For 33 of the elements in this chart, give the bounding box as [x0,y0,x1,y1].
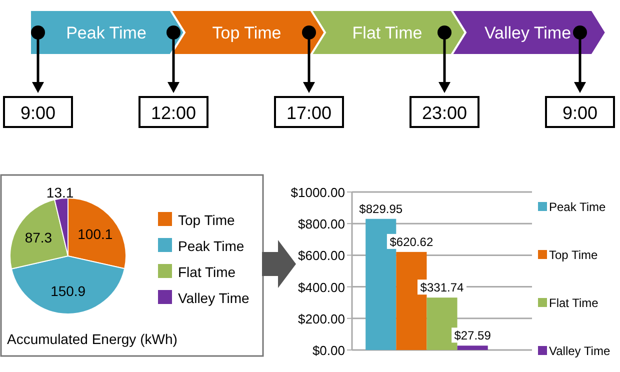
legend-label: Top Time [178,212,236,228]
data-label: 87.3 [24,230,52,246]
text: 9:00 [20,103,56,123]
legend-label: Top Time [549,248,598,262]
data-label: $27.59 [454,328,492,343]
data-label: $620.62 [390,234,434,249]
y-tick-label: $1000.00 [290,185,345,200]
text: 23:00 [422,103,468,123]
category-label: Valley Time [484,24,572,42]
y-tick-label: $600.00 [298,248,345,264]
legend-label: Valley Time [178,290,250,306]
text: 12:00 [150,103,196,123]
text: 17:00 [286,103,332,123]
category-label: Top Time [212,24,282,42]
legend-label: Flat Time [549,296,599,310]
legend-label: Flat Time [178,264,236,280]
y-tick-label: $200.00 [298,311,345,326]
y-tick-label: $0.00 [312,343,345,358]
data-label: $829.95 [359,202,403,216]
category-label: Peak Time [66,24,146,42]
legend-label: Valley Time [549,344,610,358]
text: 9:00 [562,103,598,123]
data-label: 100.1 [78,226,113,242]
category-label: Flat Time [352,24,422,42]
y-tick-label: $400.00 [298,280,345,295]
data-label: $331.74 [420,280,464,295]
y-tick-label: $800.00 [298,216,345,232]
legend-label: Peak Time [178,238,244,254]
text: Accumulated Energy (kWh) [7,331,178,347]
bar [457,346,488,350]
legend-label: Peak Time [549,200,606,214]
data-label: 13.1 [46,184,74,200]
data-label: 150.9 [50,282,86,299]
